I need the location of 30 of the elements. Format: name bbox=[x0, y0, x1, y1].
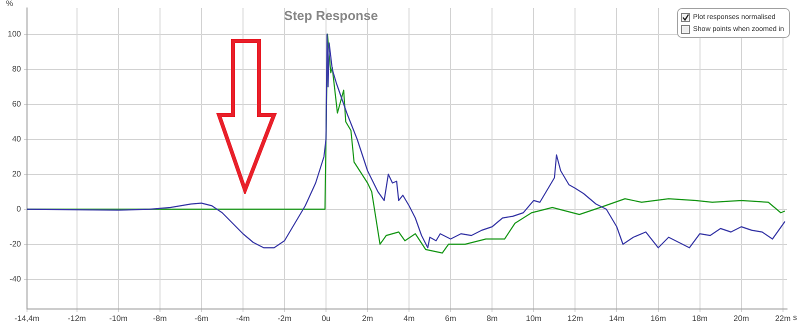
x-tick-label: 12m bbox=[567, 314, 584, 322]
x-tick-label: 18m bbox=[692, 314, 708, 322]
y-tick-label: 60 bbox=[12, 99, 22, 108]
y-tick-label: 20 bbox=[12, 169, 22, 178]
x-tick-label: -10m bbox=[109, 314, 128, 322]
x-tick-label: 6m bbox=[445, 314, 456, 322]
x-tick-label: 20m bbox=[734, 314, 750, 322]
y-tick-label: 40 bbox=[12, 134, 22, 144]
x-tick-label: 8m bbox=[486, 314, 498, 322]
y-tick-label: 100 bbox=[8, 29, 22, 38]
y-tick-label: -40 bbox=[9, 274, 22, 284]
x-tick-label: 16m bbox=[650, 314, 666, 322]
chart-title: Step Response bbox=[284, 8, 378, 24]
x-tick-label: -2m bbox=[278, 314, 292, 322]
x-tick-label: 0u bbox=[322, 314, 330, 322]
x-tick-label: 4m bbox=[404, 314, 415, 322]
x-tick-label: 22m bbox=[775, 314, 791, 322]
x-axis-title: s bbox=[793, 313, 797, 322]
x-tick-label: 2m bbox=[362, 314, 374, 322]
x-tick-label: -12m bbox=[68, 314, 86, 322]
x-tick-label: -4m bbox=[236, 314, 250, 322]
y-tick-label: -20 bbox=[9, 239, 22, 248]
x-tick-label: -14,4m bbox=[14, 314, 40, 322]
x-tick-label: 14m bbox=[608, 314, 625, 322]
y-tick-label: 0 bbox=[16, 204, 22, 214]
x-tick-label: -8m bbox=[153, 314, 168, 322]
x-tick-label: 10m bbox=[526, 314, 542, 322]
y-tick-label: 80 bbox=[12, 64, 22, 74]
y-axis-title: % bbox=[6, 0, 14, 8]
x-tick-label: -6m bbox=[194, 314, 209, 322]
